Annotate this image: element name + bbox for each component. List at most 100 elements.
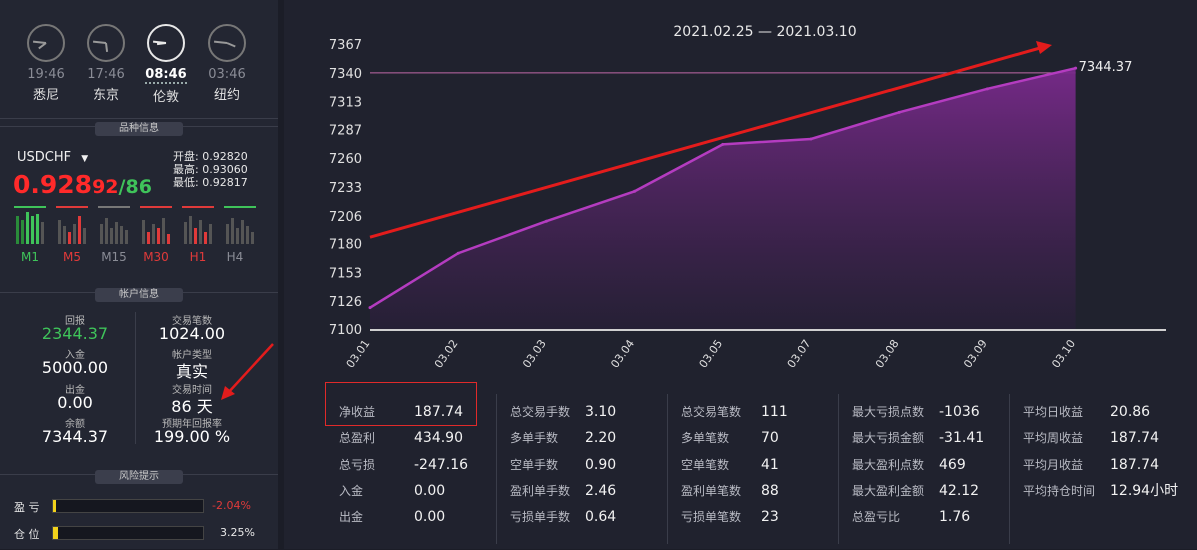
data-point: [897, 110, 901, 114]
timeframe-h1[interactable]: H1: [183, 250, 213, 264]
clock-london[interactable]: 08:46 伦敦: [140, 24, 192, 105]
stat-label: 平均日收益: [1023, 405, 1084, 419]
y-tick-label: 7206: [329, 210, 362, 225]
stat-row: 盈利单手数 2.46: [510, 477, 616, 503]
x-tick-label: 03.08: [873, 337, 902, 370]
timeframe-m1[interactable]: M1: [15, 250, 45, 264]
stat-row: 亏损单手数 0.64: [510, 503, 616, 529]
stat-label: 入金: [339, 483, 364, 498]
stat-value: 0.00: [414, 509, 446, 526]
stat-row: 总盈利 434.90: [339, 424, 463, 450]
stats-panel: 净收益 187.74 总盈利 434.90 总亏损 -247.16 入金 0.00 出金 0.00…: [284, 388, 1197, 549]
stat-row: 净收益 187.74: [339, 398, 463, 424]
stat-label: 亏损单手数: [510, 510, 571, 525]
balance-label: 余额: [65, 419, 85, 430]
stat-label: 最大亏损金额: [852, 431, 925, 446]
timeframe-m30[interactable]: M30: [141, 250, 171, 264]
stat-value: 23: [761, 509, 779, 526]
stat-row: 空单笔数 41: [681, 451, 779, 477]
data-point: [985, 87, 989, 91]
stat-value: -31.41: [939, 430, 985, 447]
y-tick-label: 7260: [329, 152, 362, 167]
symbol-select[interactable]: USDCHF ▼: [17, 150, 88, 165]
tf-label: M5: [63, 250, 81, 264]
timeframe-m15[interactable]: M15: [99, 250, 129, 264]
high-label: 最高:: [173, 163, 199, 176]
stat-label: 最大亏损点数: [852, 405, 925, 419]
trades-label: 交易笔数: [172, 316, 212, 327]
tf-label: H4: [226, 250, 244, 264]
chevron-down-icon: ▼: [81, 154, 89, 164]
stat-value: 1.76: [939, 509, 971, 526]
position-risk-bar: [52, 526, 204, 540]
clock-tokyo[interactable]: 17:46 东京: [80, 24, 132, 103]
stats-col-2: 总交易手数 3.10 多单手数 2.20 空单手数 0.90 盈利单手数 2.46 亏损单手数 0…: [510, 388, 660, 549]
stat-value: 187.74: [1110, 456, 1159, 473]
stat-row: 总盈亏比 1.76: [852, 503, 970, 529]
clock-icon: [27, 24, 65, 62]
stat-label: 总交易手数: [510, 405, 571, 419]
tf-label: M15: [101, 250, 127, 264]
account-type-value: 真实: [175, 362, 208, 381]
stat-label: 最大盈利金额: [852, 483, 925, 498]
position-risk-value: 3.25%: [220, 526, 255, 539]
clock-icon: [208, 24, 246, 62]
stat-value: 0.64: [585, 509, 617, 526]
price-display: 0.92892/86: [13, 170, 152, 199]
stat-value: 41: [761, 456, 779, 473]
stat-row: 总交易手数 3.10: [510, 398, 616, 424]
clock-time: 08:46: [145, 67, 187, 84]
section-title-risk: 风险提示: [95, 470, 183, 484]
stat-label: 总交易笔数: [681, 405, 742, 419]
trade-days-label: 交易时间: [172, 385, 212, 396]
symbol-name: USDCHF: [17, 150, 72, 165]
left-sidebar: 19:46 悉尼 17:46 东京 08:46 伦敦 03:46 纽约 品种信息…: [0, 0, 278, 549]
stat-label: 平均持仓时间: [1023, 483, 1096, 498]
stats-col-1: 净收益 187.74 总盈利 434.90 总亏损 -247.16 入金 0.00 出金 0.00: [339, 388, 509, 549]
stat-row: 总交易笔数 111: [681, 398, 788, 424]
y-tick-label: 7100: [329, 323, 362, 338]
equity-area: [370, 68, 1076, 330]
low-label: 最低:: [173, 176, 199, 189]
stat-row: 空单手数 0.90: [510, 451, 616, 477]
stat-label: 平均月收益: [1023, 457, 1084, 472]
y-tick-label: 7126: [329, 295, 362, 310]
stat-value: 42.12: [939, 482, 980, 499]
trend-arrowhead: [1036, 41, 1052, 54]
signal-icon-m15: [98, 206, 130, 244]
x-tick-label: 03.10: [1049, 337, 1078, 370]
profit-risk-value: -2.04%: [212, 499, 251, 512]
section-title-symbol: 品种信息: [95, 122, 183, 136]
section-title-account: 帐户信息: [95, 288, 183, 302]
timeframe-m5[interactable]: M5: [57, 250, 87, 264]
signal-icon-m5: [56, 206, 88, 244]
x-tick-label: 03.04: [608, 337, 637, 370]
open-label: 开盘:: [173, 150, 199, 163]
stat-value: 434.90: [414, 430, 463, 447]
timeframe-h4[interactable]: H4: [220, 250, 250, 264]
clock-newyork[interactable]: 03:46 纽约: [201, 24, 253, 103]
stats-col-4: 最大亏损点数 -1036 最大亏损金额 -31.41 最大盈利点数 469 最大盈利金额 42…: [852, 388, 1012, 549]
stat-row: 平均月收益 187.74: [1023, 451, 1159, 477]
data-point: [368, 306, 372, 310]
stat-label: 亏损单笔数: [681, 510, 742, 525]
annotation-arrow-account: [221, 343, 274, 400]
data-point: [544, 219, 548, 223]
stat-row: 总亏损 -247.16: [339, 451, 468, 477]
clock-sydney[interactable]: 19:46 悉尼: [20, 24, 72, 103]
x-tick-label: 03.05: [697, 337, 726, 370]
stat-value: -1036: [939, 404, 980, 420]
stat-row: 出金 0.00: [339, 503, 445, 529]
clock-city: 纽约: [213, 88, 240, 103]
stat-value: 187.74: [1110, 430, 1159, 447]
stat-label: 空单手数: [510, 457, 559, 472]
tf-label: H1: [189, 250, 207, 264]
stat-value: 469: [939, 456, 966, 473]
timeframe-signal-bars: [14, 206, 256, 244]
clock-city: 东京: [92, 88, 119, 103]
stat-value: 3.10: [585, 404, 617, 420]
signal-icon-h1: [182, 206, 214, 244]
ohl-info: 开盘: 0.92820 最高: 0.93060 最低: 0.92817: [173, 150, 248, 189]
y-tick-label: 7233: [329, 181, 362, 196]
data-point: [809, 137, 813, 141]
